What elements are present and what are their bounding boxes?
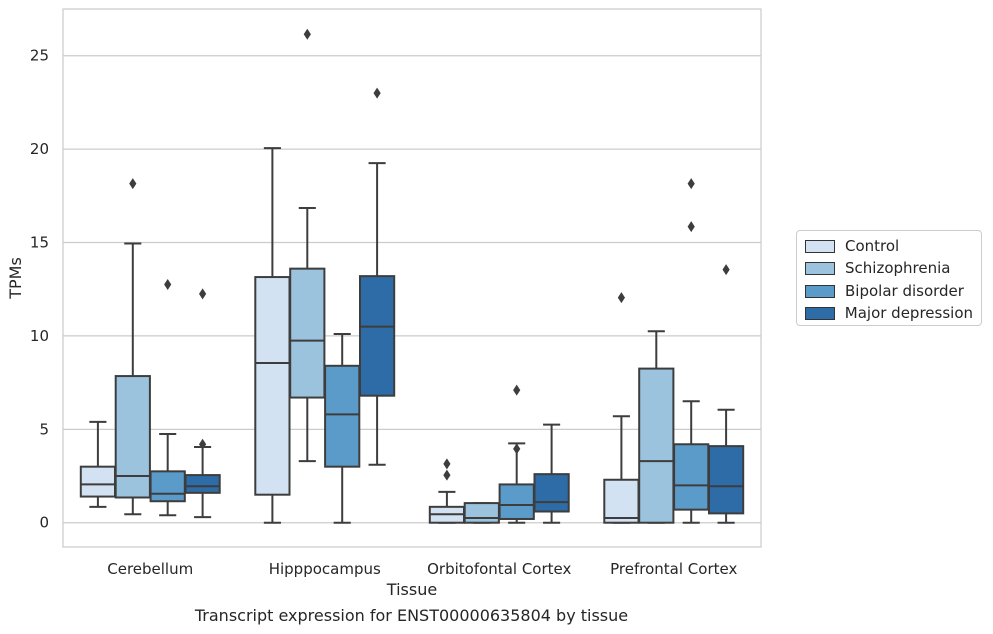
legend-label: Major depression: [844, 304, 973, 323]
outlier-point: [199, 438, 207, 450]
box-iqr: [707, 445, 745, 515]
box-iqr: [289, 267, 326, 399]
y-tick-label: 20: [30, 140, 49, 158]
x-tick-label: Orbitofontal Cortex: [427, 560, 571, 578]
box-iqr: [114, 375, 151, 499]
outlier-point: [617, 292, 625, 304]
outlier-point: [687, 221, 695, 233]
outlier-point: [443, 469, 451, 481]
legend-label: Control: [845, 236, 900, 255]
legend-swatch: [805, 262, 835, 276]
box-major-depression-orbitofontal-cortex: [533, 423, 570, 524]
outlier-point: [129, 178, 137, 190]
chart-caption: Transcript expression for ENST0000063580…: [194, 606, 629, 625]
outlier-point: [687, 178, 695, 190]
outlier-point: [513, 384, 521, 396]
box-major-depression-cerebellum: [184, 288, 221, 519]
outlier-point: [513, 443, 521, 455]
box-iqr: [673, 443, 710, 511]
y-tick-label: 0: [39, 514, 49, 532]
box-iqr: [324, 364, 361, 468]
outlier-point: [443, 458, 451, 470]
y-tick-label: 25: [30, 47, 49, 65]
x-tick-label: Cerebellum: [107, 560, 193, 578]
y-axis-label: TPMs: [6, 257, 25, 300]
y-tick-label: 10: [30, 327, 49, 345]
legend-item: Schizophrenia: [805, 258, 973, 281]
box-schizophrenia-cerebellum: [114, 178, 151, 516]
box-bipolar-disorder-prefrontal-cortex: [673, 178, 710, 524]
box-iqr: [149, 470, 186, 503]
plot-frame: [62, 8, 762, 548]
legend-item: Major depression: [805, 303, 973, 326]
legend-swatch: [805, 284, 835, 298]
y-tick-label: 5: [39, 420, 49, 438]
x-tick-label: Hipppocampus: [269, 560, 381, 578]
outlier-point: [303, 28, 311, 40]
box-major-depression-prefrontal-cortex: [707, 264, 745, 524]
box-bipolar-disorder-hipppocampus: [324, 333, 361, 524]
box-schizophrenia-orbitofontal-cortex: [463, 502, 500, 524]
legend-swatch: [805, 239, 835, 253]
box-iqr: [463, 502, 500, 524]
legend-item: Bipolar disorder: [805, 280, 973, 303]
box-control-cerebellum: [79, 420, 117, 508]
x-tick-labels: Cerebellum Hipppocampus Orbitofontal Corte…: [107, 560, 737, 578]
box-iqr: [79, 465, 117, 498]
box-iqr: [184, 474, 221, 494]
legend: Control Schizophrenia Bipolar disorder Majo…: [796, 230, 982, 326]
box-control-prefrontal-cortex: [603, 292, 640, 524]
box-iqr: [638, 367, 675, 524]
legend-label: Bipolar disorder: [845, 281, 964, 300]
x-tick-label: Prefrontal Cortex: [610, 560, 737, 578]
box-iqr: [498, 483, 535, 520]
plot-boxes: [79, 28, 745, 524]
box-iqr: [603, 478, 640, 524]
box-bipolar-disorder-orbitofontal-cortex: [498, 384, 535, 524]
box-bipolar-disorder-cerebellum: [149, 279, 186, 517]
legend-item: Control: [805, 235, 973, 258]
outlier-point: [722, 264, 730, 276]
outlier-point: [199, 288, 207, 300]
box-schizophrenia-hipppocampus: [289, 28, 326, 463]
legend-swatch: [805, 307, 835, 321]
box-iqr: [358, 275, 396, 397]
legend-label: Schizophrenia: [845, 259, 951, 278]
outlier-point: [373, 87, 381, 99]
box-schizophrenia-prefrontal-cortex: [638, 330, 675, 524]
box-major-depression-hipppocampus: [358, 87, 396, 466]
outlier-point: [164, 279, 172, 291]
y-tick-label: 15: [30, 234, 49, 252]
box-iqr: [254, 276, 291, 496]
box-control-orbitofontal-cortex: [428, 458, 466, 524]
y-tick-labels: 0 5 10 15 20 25: [30, 47, 49, 532]
box-control-hipppocampus: [254, 147, 291, 524]
box-iqr: [533, 473, 570, 513]
x-axis-label: Tissue: [386, 580, 437, 599]
